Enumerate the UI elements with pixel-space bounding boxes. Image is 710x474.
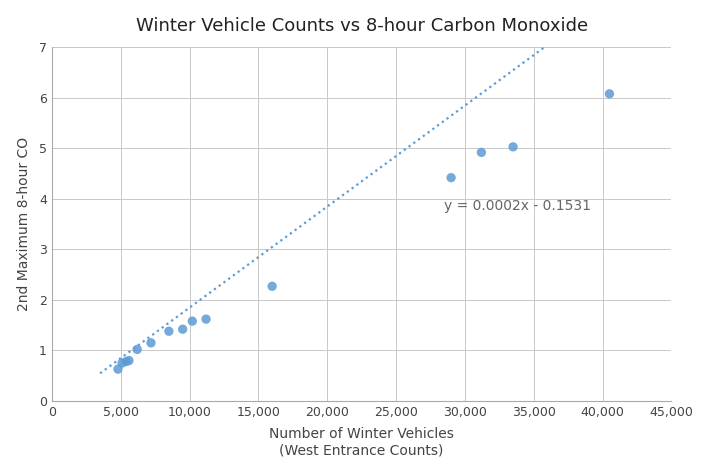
Point bbox=[187, 317, 198, 325]
Point bbox=[124, 357, 135, 365]
Title: Winter Vehicle Counts vs 8-hour Carbon Monoxide: Winter Vehicle Counts vs 8-hour Carbon M… bbox=[136, 17, 588, 35]
Point bbox=[177, 326, 188, 333]
Y-axis label: 2nd Maximum 8-hour CO: 2nd Maximum 8-hour CO bbox=[16, 137, 31, 311]
Point bbox=[121, 358, 132, 365]
Point bbox=[508, 143, 519, 151]
Point bbox=[604, 90, 615, 98]
Point bbox=[146, 339, 157, 346]
Text: y = 0.0002x - 0.1531: y = 0.0002x - 0.1531 bbox=[444, 200, 591, 213]
Point bbox=[131, 346, 143, 353]
Point bbox=[266, 283, 278, 290]
Point bbox=[200, 315, 212, 323]
Point bbox=[476, 149, 487, 156]
Point bbox=[112, 365, 124, 373]
Point bbox=[116, 359, 128, 367]
Point bbox=[163, 328, 175, 335]
X-axis label: Number of Winter Vehicles
(West Entrance Counts): Number of Winter Vehicles (West Entrance… bbox=[269, 427, 454, 457]
Point bbox=[445, 174, 457, 182]
